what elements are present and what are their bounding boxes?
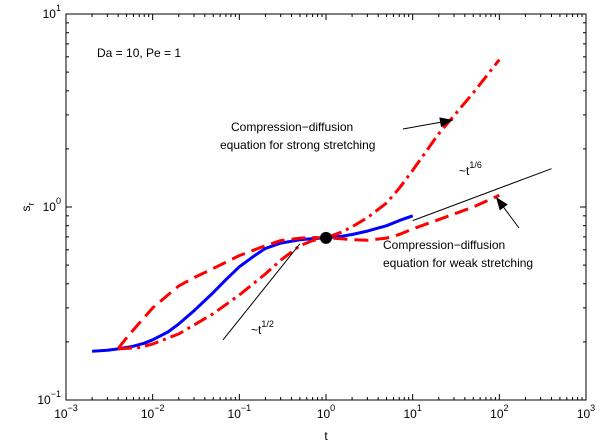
x-tick-label: 103 [577,403,595,421]
weak-stretching-arrow-head [496,197,508,211]
slope-sixth-label: ~t1/6 [459,160,482,178]
slope-sixth-base: ~t [459,164,470,178]
strong-stretching-label-line1: Compression−diffusion [231,120,353,134]
strong-stretching-arrow-head [439,117,453,128]
slope-half-exp: 1/2 [261,319,274,329]
axis-ticks: 10−3 10−2 10−1 100 101 102 103 10−1 100 101 [37,3,595,421]
annotation-arrows [402,117,520,229]
y-axis-label: sr [19,203,36,212]
strong-stretching-label-line2: equation for strong stretching [220,138,375,152]
y-axis-label-sub: r [26,203,36,206]
slope-sixth-exp: 1/6 [469,160,482,170]
x-tick-label: 10−1 [228,403,252,421]
x-tick-label: 101 [403,403,421,421]
series-line-1 [92,214,414,353]
params-label: Da = 10, Pe = 1 [97,46,181,60]
x-axis-label: t [324,429,328,443]
series-layer [92,58,552,353]
data-point-marker [320,231,332,244]
weak-stretching-label-line2: equation for weak stretching [383,256,533,270]
y-tick-label: 101 [43,3,61,21]
series-line-2 [117,193,500,350]
y-axis-label-main: s [19,206,33,212]
slope-half-label: ~t1/2 [251,319,274,337]
series-line-4 [222,243,301,341]
marker-layer [320,231,332,244]
y-tick-label: 100 [43,196,61,214]
x-tick-label: 102 [490,403,508,421]
x-tick-label: 10−3 [54,403,78,421]
x-tick-label: 100 [317,403,335,421]
x-tick-label: 10−2 [141,403,165,421]
series-line-5 [412,168,552,222]
y-tick-label: 10−1 [37,389,61,407]
weak-stretching-label-line1: Compression−diffusion [383,238,505,252]
slope-half-base: ~t [251,323,262,337]
